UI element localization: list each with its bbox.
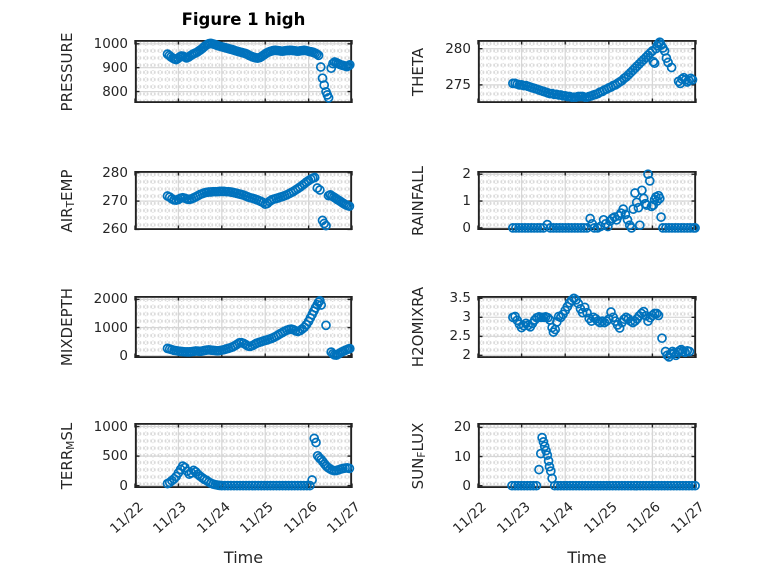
axes-border — [134, 39, 352, 104]
x-tick-label: 11/26 — [614, 496, 664, 537]
subplot-pressure — [134, 38, 355, 104]
ylabel-text: LUX — [409, 422, 427, 452]
x-tick-label: 11/27 — [314, 496, 364, 537]
y-tick-label-rainfall: 2 — [462, 166, 471, 183]
scatter-series-terr-msl — [162, 433, 355, 491]
axes-border — [477, 422, 696, 489]
x-tick-label: 11/22 — [440, 496, 490, 537]
y-tick-label-rainfall: 1 — [462, 193, 471, 210]
y-tick-label-pressure: 800 — [102, 83, 128, 100]
y-tick-label-sun-flux: 0 — [462, 477, 471, 494]
y-tick-label-sun-flux: 20 — [453, 419, 471, 436]
y-tick-label-mixdepth: 2000 — [93, 291, 128, 308]
x-axis-label-left: Time — [223, 548, 264, 567]
scatter-series-sun-flux — [507, 432, 700, 491]
subplot-terr-msl — [134, 422, 355, 491]
y-tick-label-mixdepth: 0 — [119, 347, 128, 364]
plot-canvas-mixdepth — [134, 295, 355, 361]
x-tick-label: 11/23 — [140, 496, 190, 537]
plot-canvas-sun-flux — [477, 422, 700, 491]
x-tick-label: 11/27 — [658, 496, 708, 537]
y-tick-label-pressure: 1000 — [93, 35, 128, 52]
plot-canvas-pressure — [134, 38, 355, 104]
axes-border — [477, 39, 696, 104]
subplot-air-temp — [134, 170, 355, 231]
ylabel-text: SL — [58, 422, 76, 441]
ylabel-text: SUN — [409, 457, 427, 489]
x-tick-label: 11/23 — [484, 496, 534, 537]
ylabel-text: EMP — [58, 169, 76, 201]
ylabel-text: TERR — [58, 449, 76, 489]
subplot-theta — [477, 37, 698, 104]
y-tick-label-terr-msl: 1000 — [93, 418, 128, 435]
x-tick-label: 11/26 — [271, 496, 321, 537]
axes-border — [477, 295, 696, 359]
scatter-series-theta — [508, 37, 698, 103]
plot-canvas-air-temp — [134, 170, 355, 231]
scatter-series-air-temp — [162, 172, 355, 231]
x-tick-label-text: 11/27 — [324, 499, 364, 537]
y-tick-label-theta: 280 — [445, 40, 471, 57]
subplot-mixdepth — [134, 295, 355, 361]
x-tick-label-text: 11/27 — [668, 499, 708, 537]
y-tick-label-terr-msl: 0 — [119, 477, 128, 494]
y-tick-label-rainfall: 0 — [462, 219, 471, 236]
y-tick-label-h2omixra: 2.5 — [449, 328, 471, 345]
plot-canvas-theta — [477, 37, 698, 104]
y-tick-label-h2omixra: 2 — [462, 347, 471, 364]
x-tick-label: 11/25 — [571, 496, 621, 537]
y-tick-label-air-temp: 270 — [102, 193, 128, 210]
y-tick-label-mixdepth: 1000 — [93, 319, 128, 336]
x-tick-label: 11/24 — [527, 496, 577, 537]
ylabel-subscript: T — [65, 200, 77, 207]
scatter-series-pressure — [162, 38, 355, 103]
scatter-series-mixdepth — [162, 295, 355, 361]
subplot-rainfall — [477, 169, 700, 233]
y-axis-label-sun-flux: SUN F LUX — [407, 346, 429, 566]
x-tick-label: 11/24 — [184, 496, 234, 537]
plot-canvas-rainfall — [477, 169, 700, 233]
y-tick-label-sun-flux: 10 — [453, 448, 471, 465]
y-tick-label-h2omixra: 3.5 — [449, 290, 471, 307]
y-tick-label-air-temp: 280 — [102, 164, 128, 181]
x-tick-label: 11/25 — [227, 496, 277, 537]
y-tick-label-pressure: 900 — [102, 59, 128, 76]
subplot-h2omixra — [477, 293, 697, 362]
y-tick-label-theta: 275 — [445, 76, 471, 93]
x-axis-label-right: Time — [567, 548, 607, 567]
y-tick-label-terr-msl: 500 — [102, 448, 128, 465]
plot-canvas-terr-msl — [134, 422, 355, 491]
ylabel-text: THETA — [409, 47, 427, 96]
x-tick-label: 11/22 — [97, 496, 147, 537]
y-tick-label-air-temp: 260 — [102, 221, 128, 238]
y-tick-label-h2omixra: 3 — [462, 309, 471, 326]
subplot-sun-flux — [477, 422, 700, 491]
ylabel-subscript: F — [416, 451, 428, 458]
scatter-series-h2omixra — [508, 293, 695, 362]
scatter-series-rainfall — [508, 169, 700, 233]
plot-canvas-h2omixra — [477, 293, 697, 362]
figure-title: Figure 1 high — [181, 10, 306, 29]
y-axis-label-terr-msl: TERR M SL — [56, 346, 78, 566]
ylabel-subscript: M — [65, 440, 77, 450]
